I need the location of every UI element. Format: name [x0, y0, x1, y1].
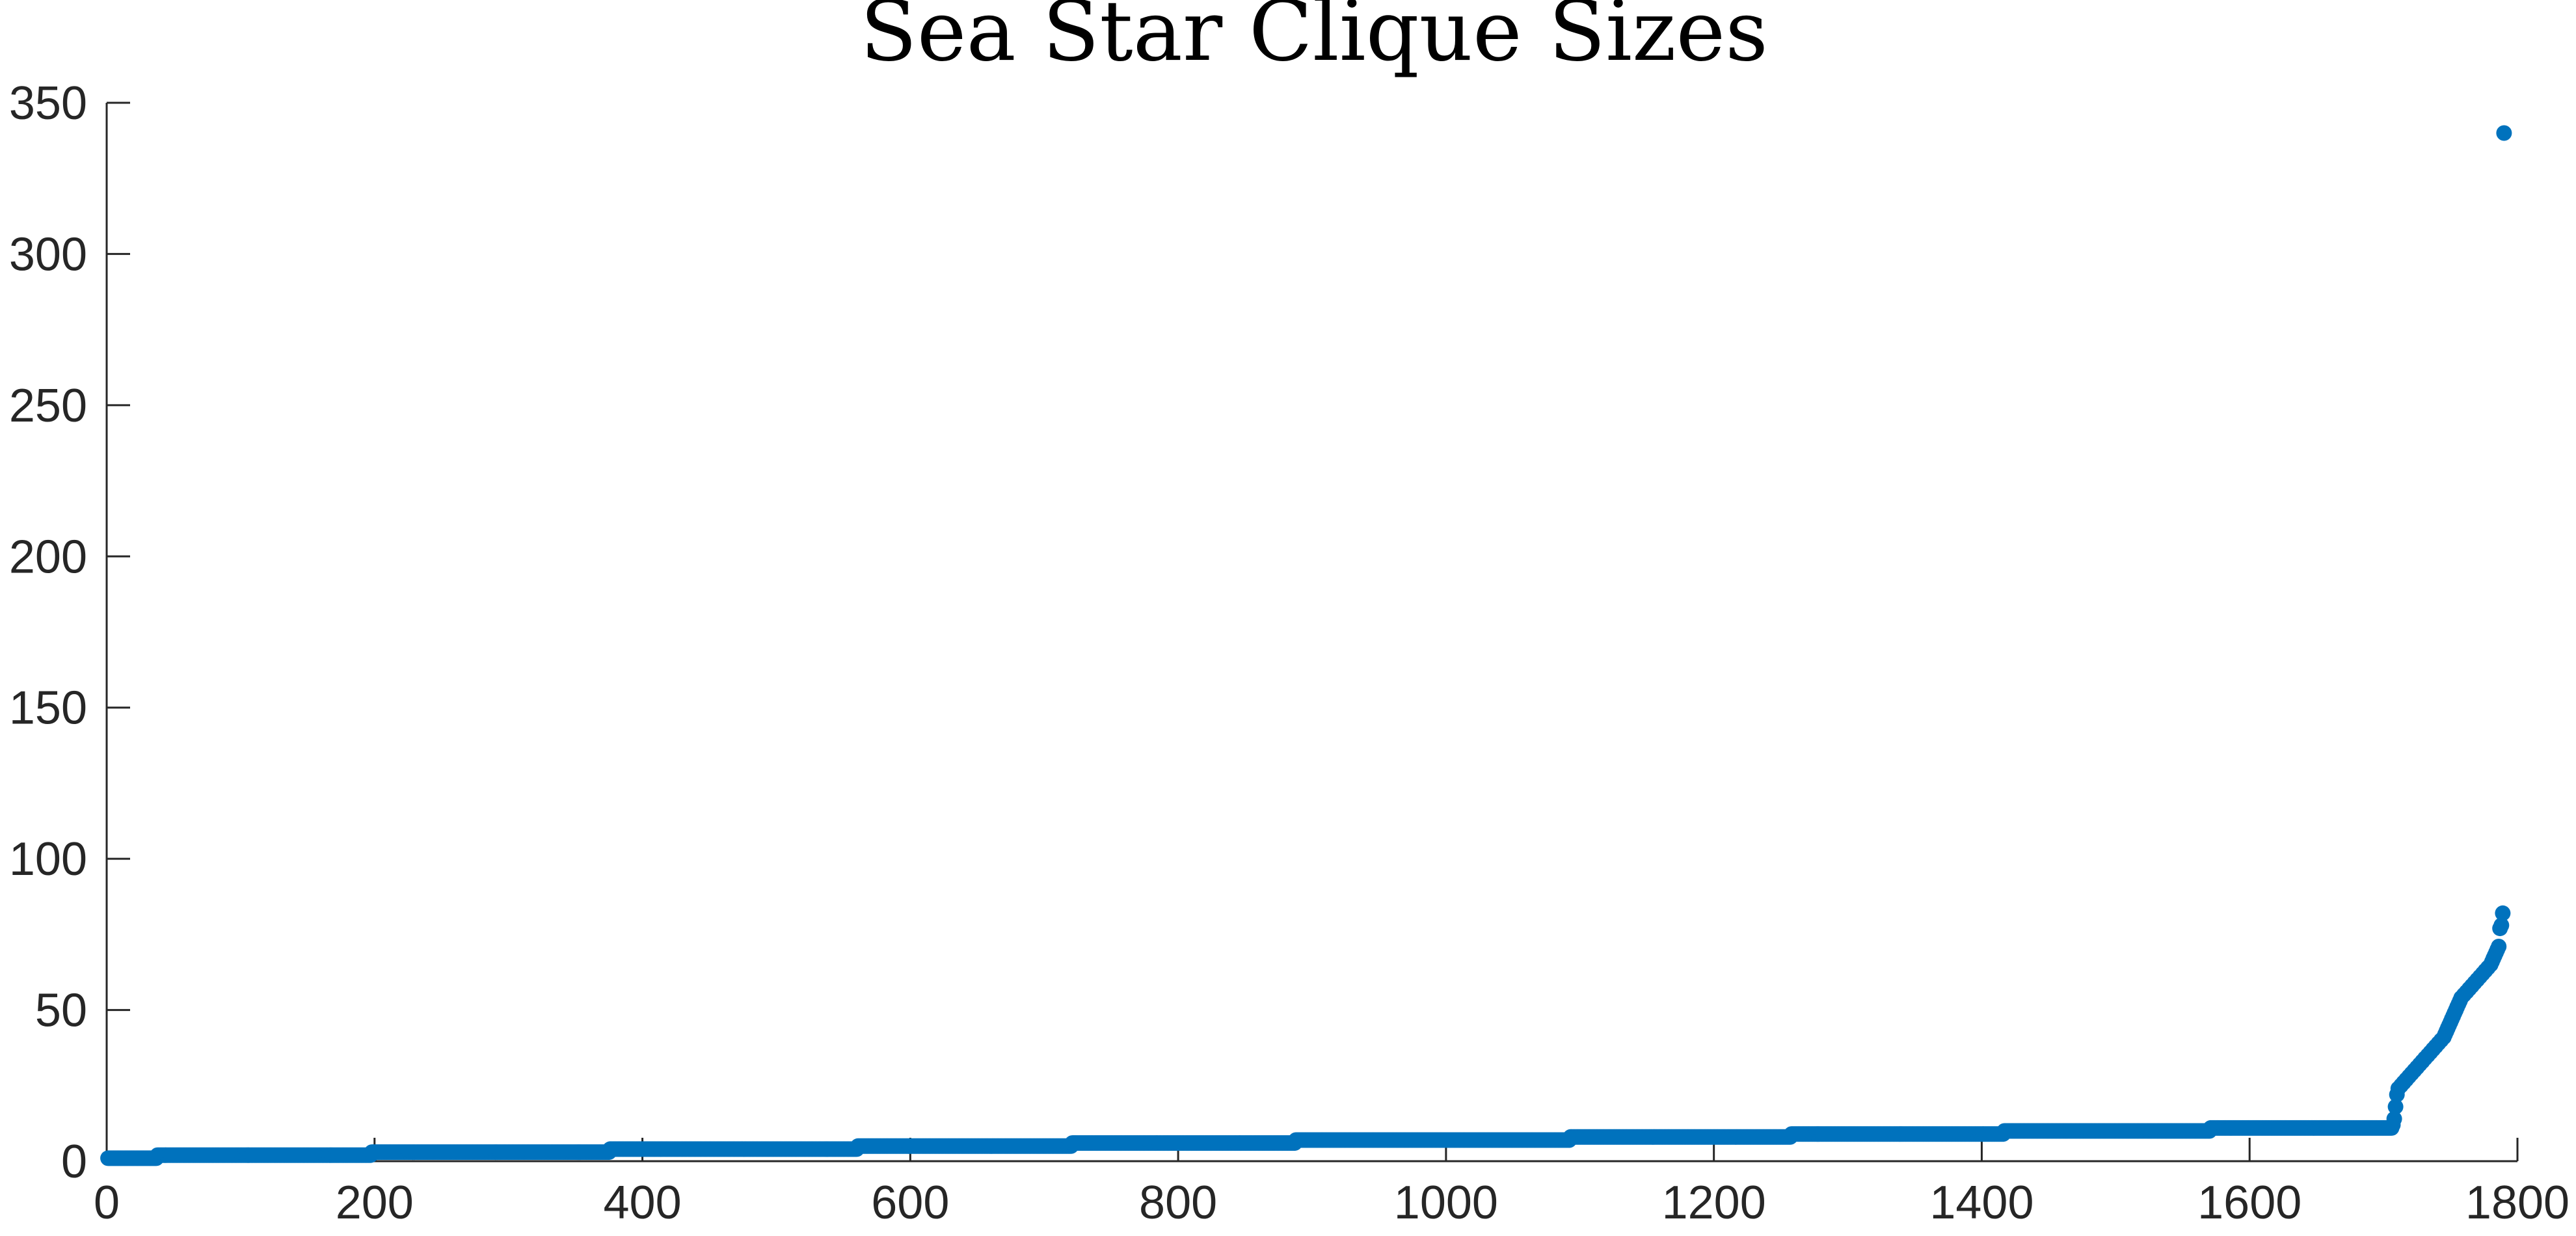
y-tick-label: 0 — [61, 1136, 87, 1188]
y-tick-label: 100 — [9, 833, 87, 885]
x-tick-label: 200 — [336, 1177, 414, 1229]
data-point — [2387, 1099, 2404, 1115]
x-tick-label: 1600 — [2197, 1177, 2301, 1229]
data-point — [2386, 1110, 2402, 1127]
axes — [105, 103, 2517, 1162]
y-tick-label: 200 — [9, 531, 87, 583]
x-tick-label: 1000 — [1394, 1177, 1498, 1229]
data-point — [2496, 125, 2512, 141]
data-point — [2493, 917, 2510, 934]
x-tick-label: 0 — [94, 1177, 120, 1229]
x-tick-label: 1400 — [1929, 1177, 2033, 1229]
chart-title: Sea Star Clique Sizes — [860, 0, 1768, 80]
x-tick-label: 1200 — [1662, 1177, 1766, 1229]
y-tick-label: 150 — [9, 682, 87, 734]
y-tick-label: 350 — [9, 77, 87, 129]
y-tick-label: 300 — [9, 228, 87, 280]
x-tick-label: 800 — [1139, 1177, 1217, 1229]
y-axis-ticks: 0 50 100 150 200 250 300 350 — [9, 77, 130, 1188]
x-axis-ticks: 0 200 400 600 800 1000 1200 1400 1600 1800 — [94, 1138, 2569, 1229]
x-tick-label: 1800 — [2465, 1177, 2569, 1229]
y-tick-label: 50 — [35, 985, 87, 1037]
data-point — [2491, 939, 2507, 954]
y-tick-label: 250 — [9, 380, 87, 432]
x-tick-label: 600 — [871, 1177, 949, 1229]
data-point — [2495, 905, 2511, 921]
x-tick-label: 400 — [603, 1177, 681, 1229]
data-points — [100, 125, 2512, 1166]
